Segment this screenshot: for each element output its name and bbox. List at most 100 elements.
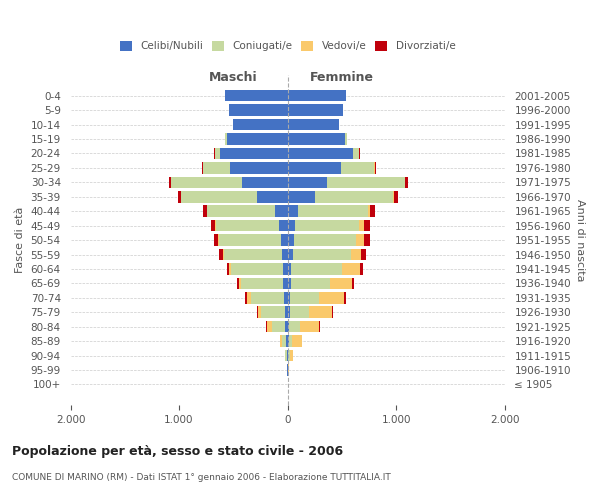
Bar bbox=[286, 350, 287, 362]
Bar bbox=[360, 263, 363, 274]
Bar bbox=[275, 206, 287, 217]
Bar bbox=[272, 321, 286, 332]
Bar bbox=[364, 220, 370, 232]
Bar bbox=[341, 162, 374, 173]
Bar bbox=[230, 263, 283, 274]
Bar bbox=[216, 220, 279, 232]
Bar bbox=[287, 133, 345, 144]
Text: Maschi: Maschi bbox=[209, 71, 257, 84]
Bar bbox=[224, 248, 281, 260]
Bar bbox=[280, 336, 282, 347]
Bar bbox=[287, 248, 293, 260]
Bar bbox=[281, 248, 287, 260]
Bar bbox=[282, 336, 286, 347]
Bar bbox=[287, 306, 290, 318]
Bar bbox=[285, 306, 287, 318]
Bar bbox=[287, 220, 295, 232]
Bar bbox=[370, 206, 376, 217]
Bar bbox=[207, 206, 275, 217]
Text: Popolazione per età, sesso e stato civile - 2006: Popolazione per età, sesso e stato civil… bbox=[12, 445, 343, 458]
Bar bbox=[227, 263, 229, 274]
Legend: Celibi/Nubili, Coniugati/e, Vedovi/e, Divorziati/e: Celibi/Nubili, Coniugati/e, Vedovi/e, Di… bbox=[116, 37, 460, 56]
Bar bbox=[229, 104, 287, 116]
Bar bbox=[293, 234, 356, 246]
Bar bbox=[289, 321, 299, 332]
Bar bbox=[178, 191, 181, 202]
Bar bbox=[287, 278, 291, 289]
Bar bbox=[211, 220, 215, 232]
Bar bbox=[220, 148, 287, 159]
Bar bbox=[353, 148, 359, 159]
Bar bbox=[247, 292, 251, 304]
Bar bbox=[364, 234, 370, 246]
Bar bbox=[288, 350, 290, 362]
Bar bbox=[287, 336, 289, 347]
Bar bbox=[287, 104, 343, 116]
Text: Femmine: Femmine bbox=[310, 71, 374, 84]
Bar bbox=[375, 162, 376, 173]
Bar bbox=[172, 176, 242, 188]
Bar bbox=[298, 206, 368, 217]
Bar bbox=[332, 306, 334, 318]
Bar bbox=[356, 234, 364, 246]
Bar bbox=[287, 148, 353, 159]
Bar bbox=[203, 206, 207, 217]
Bar bbox=[257, 306, 258, 318]
Bar bbox=[241, 278, 283, 289]
Bar bbox=[258, 306, 261, 318]
Bar bbox=[223, 248, 224, 260]
Bar bbox=[181, 191, 257, 202]
Text: COMUNE DI MARINO (RM) - Dati ISTAT 1° gennaio 2006 - Elaborazione TUTTITALIA.IT: COMUNE DI MARINO (RM) - Dati ISTAT 1° ge… bbox=[12, 473, 391, 482]
Bar bbox=[287, 292, 290, 304]
Bar bbox=[283, 263, 287, 274]
Bar bbox=[219, 234, 281, 246]
Bar bbox=[350, 248, 361, 260]
Bar bbox=[219, 248, 223, 260]
Bar bbox=[287, 321, 289, 332]
Bar bbox=[283, 278, 287, 289]
Y-axis label: Fasce di età: Fasce di età bbox=[15, 207, 25, 273]
Bar bbox=[361, 248, 366, 260]
Bar bbox=[281, 234, 287, 246]
Bar bbox=[169, 176, 172, 188]
Bar bbox=[230, 162, 287, 173]
Bar bbox=[319, 292, 344, 304]
Bar bbox=[292, 336, 302, 347]
Bar bbox=[290, 292, 319, 304]
Bar bbox=[284, 292, 287, 304]
Bar bbox=[393, 191, 394, 202]
Bar bbox=[308, 306, 332, 318]
Bar bbox=[290, 350, 293, 362]
Bar bbox=[291, 278, 330, 289]
Bar bbox=[293, 248, 350, 260]
Bar bbox=[267, 321, 272, 332]
Bar bbox=[344, 292, 346, 304]
Bar bbox=[242, 176, 287, 188]
Bar bbox=[286, 321, 287, 332]
Bar bbox=[394, 191, 398, 202]
Bar bbox=[368, 206, 370, 217]
Bar bbox=[224, 90, 287, 102]
Bar bbox=[315, 191, 393, 202]
Bar bbox=[251, 292, 284, 304]
Bar bbox=[287, 206, 298, 217]
Bar bbox=[286, 336, 287, 347]
Bar bbox=[287, 118, 338, 130]
Bar bbox=[352, 278, 354, 289]
Bar bbox=[287, 176, 326, 188]
Bar bbox=[343, 263, 360, 274]
Bar bbox=[290, 306, 308, 318]
Bar bbox=[239, 278, 241, 289]
Bar bbox=[218, 234, 219, 246]
Bar bbox=[287, 263, 292, 274]
Bar bbox=[406, 176, 408, 188]
Bar bbox=[295, 220, 359, 232]
Bar bbox=[345, 133, 347, 144]
Bar bbox=[229, 263, 230, 274]
Bar bbox=[203, 162, 230, 173]
Bar bbox=[233, 118, 287, 130]
Bar bbox=[299, 321, 319, 332]
Bar bbox=[215, 148, 220, 159]
Bar bbox=[287, 162, 341, 173]
Y-axis label: Anni di nascita: Anni di nascita bbox=[575, 199, 585, 281]
